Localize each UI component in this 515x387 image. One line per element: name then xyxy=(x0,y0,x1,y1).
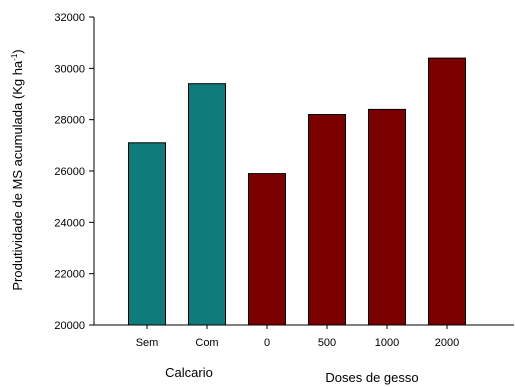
y-tick-label-22000: 22000 xyxy=(54,269,85,281)
y-tick-label-28000: 28000 xyxy=(54,115,85,127)
x-tick-label-Sem: Sem xyxy=(136,337,159,349)
y-tick-label-32000: 32000 xyxy=(54,12,85,24)
group-label-doses-de-gesso: Doses de gesso xyxy=(325,370,418,385)
y-tick-label-20000: 20000 xyxy=(54,320,85,332)
x-tick-label-Com: Com xyxy=(195,337,218,349)
x-tick-label-500: 500 xyxy=(318,337,336,349)
y-axis-title-superscript: -1 xyxy=(10,53,19,61)
bar-Sem xyxy=(128,142,166,326)
y-tick-label-24000: 24000 xyxy=(54,217,85,229)
y-tick-label-30000: 30000 xyxy=(54,63,85,75)
y-axis-title-end: ) xyxy=(10,49,25,53)
y-tick-label-26000: 26000 xyxy=(54,166,85,178)
plot-area: Sem Com 0 500 1000 2000 20000 22000 24000 26000 28… xyxy=(54,12,514,349)
bar-1000 xyxy=(368,108,406,326)
y-axis-title-main: Produtividade de MS acumulada (Kg ha xyxy=(10,60,25,291)
group-label-calcario: Calcario xyxy=(165,365,213,380)
x-tick-label-1000: 1000 xyxy=(375,337,399,349)
bar-500 xyxy=(308,114,346,326)
bar-2000 xyxy=(428,57,466,326)
bar-Com xyxy=(188,83,226,326)
x-tick-label-2000: 2000 xyxy=(435,337,459,349)
x-tick-label-0: 0 xyxy=(264,337,270,349)
bar-0 xyxy=(248,173,286,326)
y-axis-title: Produtividade de MS acumulada (Kg ha-1) xyxy=(10,49,25,290)
